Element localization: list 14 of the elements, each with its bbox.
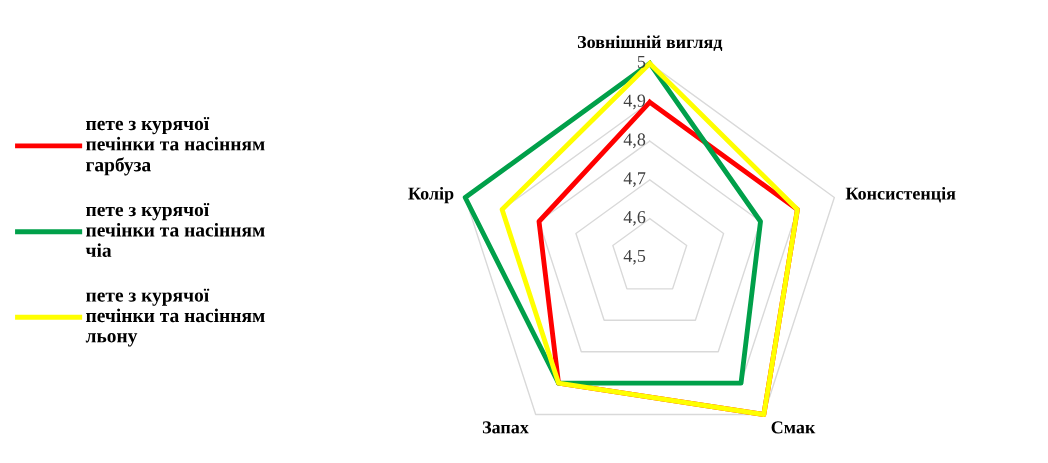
spoke-label: Запах	[482, 421, 529, 434]
y-tick-label: 4,9	[623, 94, 646, 110]
spoke-label: Колір	[408, 186, 454, 204]
legend-label: пете з курячої печінки та насінням льону	[85, 288, 265, 347]
spoke-label: Консистенція	[845, 186, 956, 203]
y-tick-label: 4,8	[623, 133, 646, 149]
y-tick-label: 4,6	[623, 211, 646, 226]
spoke-label: Смак	[771, 421, 816, 434]
spoke-label: Зовнішній вигляд	[577, 35, 723, 52]
y-tick-label: 4,7	[623, 172, 646, 187]
legend-label: пете з курячої печінки та насінням чіа	[85, 203, 265, 257]
legend-label: пете з курячої печінки та насінням гарбуза	[86, 116, 265, 176]
y-tick-label: 5	[637, 55, 646, 68]
y-tick-label: 4,5	[623, 249, 646, 265]
